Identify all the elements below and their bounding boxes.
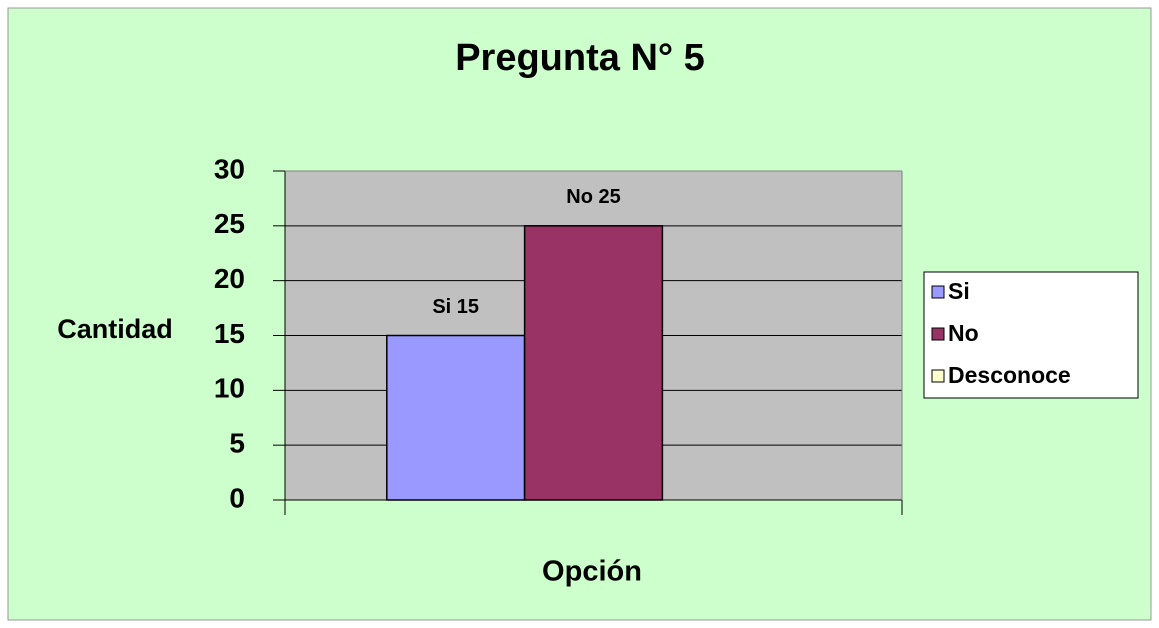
legend-swatch [931, 369, 945, 383]
data-label: Si 15 [432, 296, 479, 318]
y-tick-label: 5 [229, 428, 245, 459]
y-tick-label: 20 [214, 263, 245, 294]
legend-label: Desconoce [948, 362, 1071, 388]
legend [923, 271, 1139, 399]
legend-label: Si [948, 278, 970, 304]
data-label: No 25 [566, 186, 620, 208]
y-tick-label: 15 [214, 318, 245, 349]
chart-title: Pregunta N° 5 [455, 37, 705, 79]
y-tick-label: 30 [214, 153, 245, 184]
bar [523, 225, 664, 501]
legend-swatch [931, 327, 945, 341]
y-tick-label: 25 [214, 208, 245, 239]
y-axis-label: Cantidad [57, 314, 173, 344]
bar [386, 334, 526, 501]
legend-swatch [931, 285, 945, 299]
x-axis-label: Opción [542, 556, 642, 588]
y-tick-label: 10 [214, 373, 245, 404]
y-tick-label: 0 [229, 482, 245, 513]
legend-label: No [948, 320, 979, 346]
